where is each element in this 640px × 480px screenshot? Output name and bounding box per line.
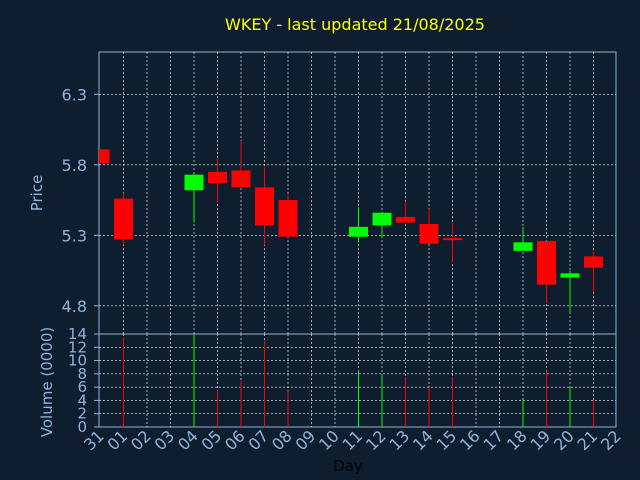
- price-axis-label: Price: [28, 175, 46, 212]
- candle: [349, 207, 368, 243]
- price-tick-label: 5.3: [62, 226, 87, 245]
- volume-tick-label: 0: [77, 418, 87, 436]
- candle: [584, 250, 603, 292]
- price-tick-label: 5.8: [62, 156, 87, 175]
- candle: [537, 240, 556, 303]
- volume-tick-label: 10: [68, 352, 87, 370]
- candle-body: [278, 200, 298, 237]
- candles: [99, 140, 603, 313]
- x-axis-label: Day: [333, 457, 363, 475]
- candle-body: [419, 224, 439, 244]
- candle: [231, 140, 251, 188]
- price-tick-label: 6.3: [62, 85, 87, 104]
- candle-body: [114, 198, 133, 240]
- volume-tick-label: 2: [77, 405, 87, 423]
- volume-tick-label: 6: [77, 378, 87, 396]
- volume-grid: [99, 334, 616, 427]
- candle-body: [184, 174, 204, 191]
- chart-title: WKEY - last updated 21/08/2025: [225, 15, 485, 34]
- volume-bars: [123, 334, 594, 427]
- x-tick-label: 22: [597, 426, 625, 454]
- price-tick-label: 4.8: [62, 297, 87, 316]
- candle-body: [231, 170, 251, 188]
- volume-tick-label: 8: [77, 365, 87, 383]
- candle-body: [513, 242, 533, 251]
- candle: [99, 149, 110, 164]
- price-panel: 6.3 5.8 5.3 4.8 Price: [28, 51, 617, 335]
- candle-body: [208, 171, 227, 184]
- candle-body: [537, 240, 556, 285]
- candle-body: [255, 187, 274, 226]
- candle-body: [99, 149, 110, 164]
- candle: [255, 167, 274, 246]
- candle-body: [584, 256, 603, 268]
- candle: [208, 159, 227, 203]
- volume-tick-label: 12: [68, 338, 87, 356]
- candle: [114, 193, 133, 246]
- candle: [396, 201, 415, 223]
- candle: [419, 208, 439, 244]
- candle: [372, 212, 392, 239]
- candle-body: [372, 212, 392, 226]
- candle-body: [349, 226, 368, 237]
- x-axis-ticks: 3101020304050607080910111213141516171819…: [80, 426, 625, 454]
- volume-tick-label: 14: [68, 325, 87, 343]
- candle-body: [560, 273, 580, 278]
- price-y-ticks: 6.3 5.8 5.3 4.8: [62, 85, 99, 316]
- price-grid: [99, 52, 616, 334]
- candle-body: [443, 238, 462, 241]
- candle: [513, 226, 533, 251]
- candle: [560, 270, 580, 313]
- candle: [278, 194, 298, 237]
- candle-body: [396, 216, 415, 223]
- volume-panel-frame: [98, 333, 617, 428]
- candle: [184, 173, 204, 223]
- volume-axis-label: Volume (0000): [38, 327, 56, 437]
- volume-tick-label: 4: [77, 391, 87, 409]
- candle: [443, 222, 462, 263]
